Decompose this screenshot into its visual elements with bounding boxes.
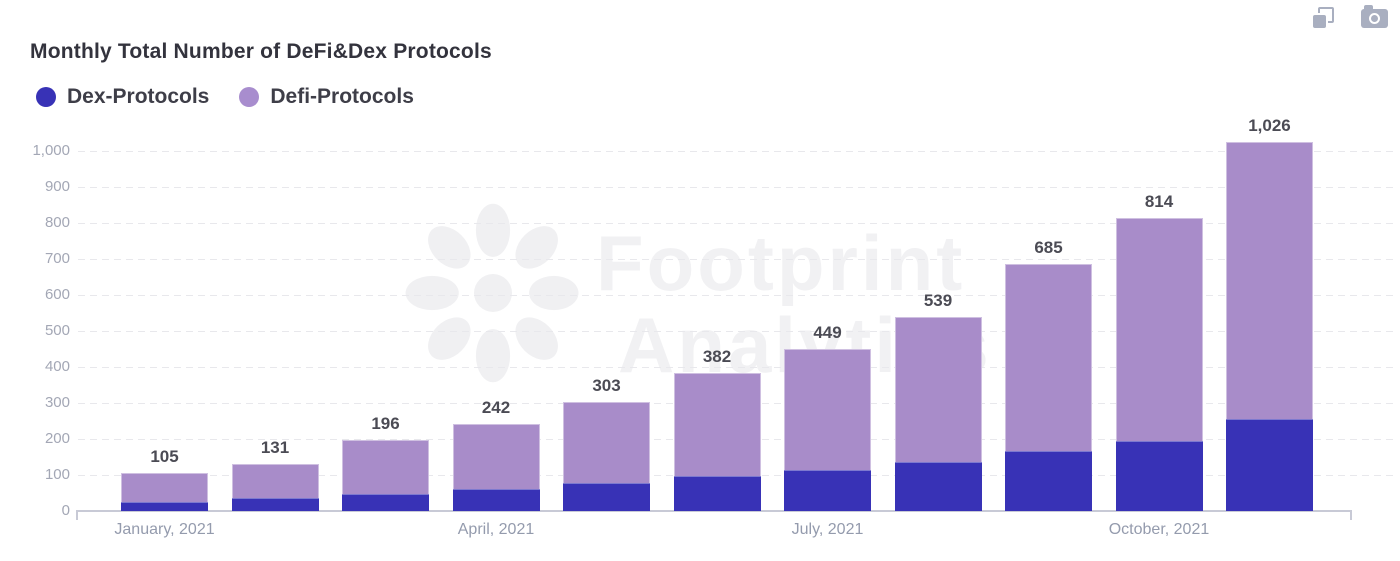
- bar-segment-dex-protocols[interactable]: [1226, 419, 1313, 511]
- bar-total-label: 814: [1144, 191, 1174, 211]
- bar-segment-dex-protocols[interactable]: [563, 482, 650, 511]
- dex-protocols-dot-icon: [36, 87, 56, 107]
- bar-segment-defi-protocols[interactable]: [452, 423, 540, 490]
- y-axis-tick-label: 800: [44, 214, 70, 231]
- gridline: [78, 295, 1396, 296]
- gridline: [78, 187, 1396, 188]
- copy-icon-front-square: [1313, 15, 1326, 28]
- bar-total-label: 196: [371, 414, 400, 434]
- defi-protocols-dot-icon: [239, 87, 260, 107]
- x-axis-tick-label: July, 2021: [791, 521, 864, 538]
- y-axis-tick-label: 200: [44, 430, 70, 447]
- legend-label: Defi-Protocols: [270, 85, 414, 108]
- y-axis-tick-label: 1,000: [32, 142, 70, 159]
- bar-segment-defi-protocols[interactable]: [673, 373, 761, 477]
- x-axis-tick-label: January, 2021: [114, 521, 215, 538]
- y-axis-tick-label: 500: [44, 322, 70, 339]
- gridline: [78, 151, 1396, 152]
- legend: Dex-Protocols Defi-Protocols: [36, 85, 414, 109]
- bar-segment-dex-protocols[interactable]: [452, 489, 540, 511]
- bar-segment-dex-protocols[interactable]: [231, 498, 319, 511]
- copy-icon[interactable]: [1312, 7, 1334, 29]
- bar-segment-defi-protocols[interactable]: [894, 316, 982, 463]
- y-axis-tick-label: 600: [44, 286, 70, 303]
- legend-item-dex-protocols[interactable]: Dex-Protocols: [36, 85, 209, 109]
- x-axis-left-tick: [76, 511, 78, 520]
- camera-icon-bump: [1364, 5, 1373, 10]
- bar-segment-dex-protocols[interactable]: [1115, 441, 1203, 511]
- y-axis-tick-label: 100: [44, 466, 70, 483]
- legend-label: Dex-Protocols: [67, 85, 210, 108]
- y-axis-tick-label: 300: [44, 394, 70, 411]
- bar-total-label: 539: [923, 290, 953, 310]
- y-axis-tick-label: 900: [44, 178, 70, 195]
- bar-segment-defi-protocols[interactable]: [1226, 141, 1313, 420]
- bar-segment-dex-protocols[interactable]: [673, 476, 761, 511]
- x-axis-tick-label: April, 2021: [457, 521, 535, 538]
- gridline: [78, 331, 1396, 332]
- gridline: [78, 223, 1396, 224]
- x-axis-right-tick: [1350, 511, 1352, 520]
- bar-segment-defi-protocols[interactable]: [784, 349, 871, 470]
- bar-segment-dex-protocols[interactable]: [121, 502, 208, 511]
- x-axis-tick-label: October, 2021: [1108, 521, 1210, 538]
- y-axis-tick-label: 700: [44, 250, 70, 267]
- bar-total-label: 303: [592, 375, 621, 395]
- bar-total-label: 242: [481, 397, 511, 417]
- bar-segment-defi-protocols[interactable]: [1005, 264, 1092, 451]
- bar-segment-dex-protocols[interactable]: [784, 469, 871, 511]
- legend-item-defi-protocols[interactable]: Defi-Protocols: [239, 85, 414, 109]
- gridline: [78, 367, 1396, 368]
- bar-total-label: 449: [813, 323, 842, 343]
- bar-segment-dex-protocols[interactable]: [894, 462, 982, 511]
- bar-total-label: 685: [1034, 238, 1063, 258]
- gridline: [78, 259, 1396, 260]
- bar-total-label: 105: [150, 447, 179, 467]
- bar-segment-dex-protocols[interactable]: [1005, 450, 1092, 511]
- bar-segment-defi-protocols[interactable]: [121, 473, 208, 502]
- bar-segment-defi-protocols[interactable]: [563, 401, 650, 483]
- bar-segment-defi-protocols[interactable]: [342, 440, 429, 495]
- bar-segment-dex-protocols[interactable]: [342, 494, 429, 511]
- x-axis-line: [76, 510, 1352, 512]
- y-axis-tick-label: 0: [61, 502, 70, 519]
- page-title: Monthly Total Number of DeFi&Dex Protoco…: [30, 40, 492, 63]
- bar-total-label: 131: [260, 437, 290, 457]
- bar-segment-defi-protocols[interactable]: [231, 463, 319, 499]
- y-axis-tick-label: 400: [44, 358, 70, 375]
- bar-total-label: 1,026: [1248, 115, 1291, 135]
- bar-segment-defi-protocols[interactable]: [1115, 217, 1203, 442]
- camera-icon-lens: [1369, 13, 1380, 24]
- camera-icon[interactable]: [1361, 5, 1388, 28]
- bar-total-label: 382: [702, 347, 732, 367]
